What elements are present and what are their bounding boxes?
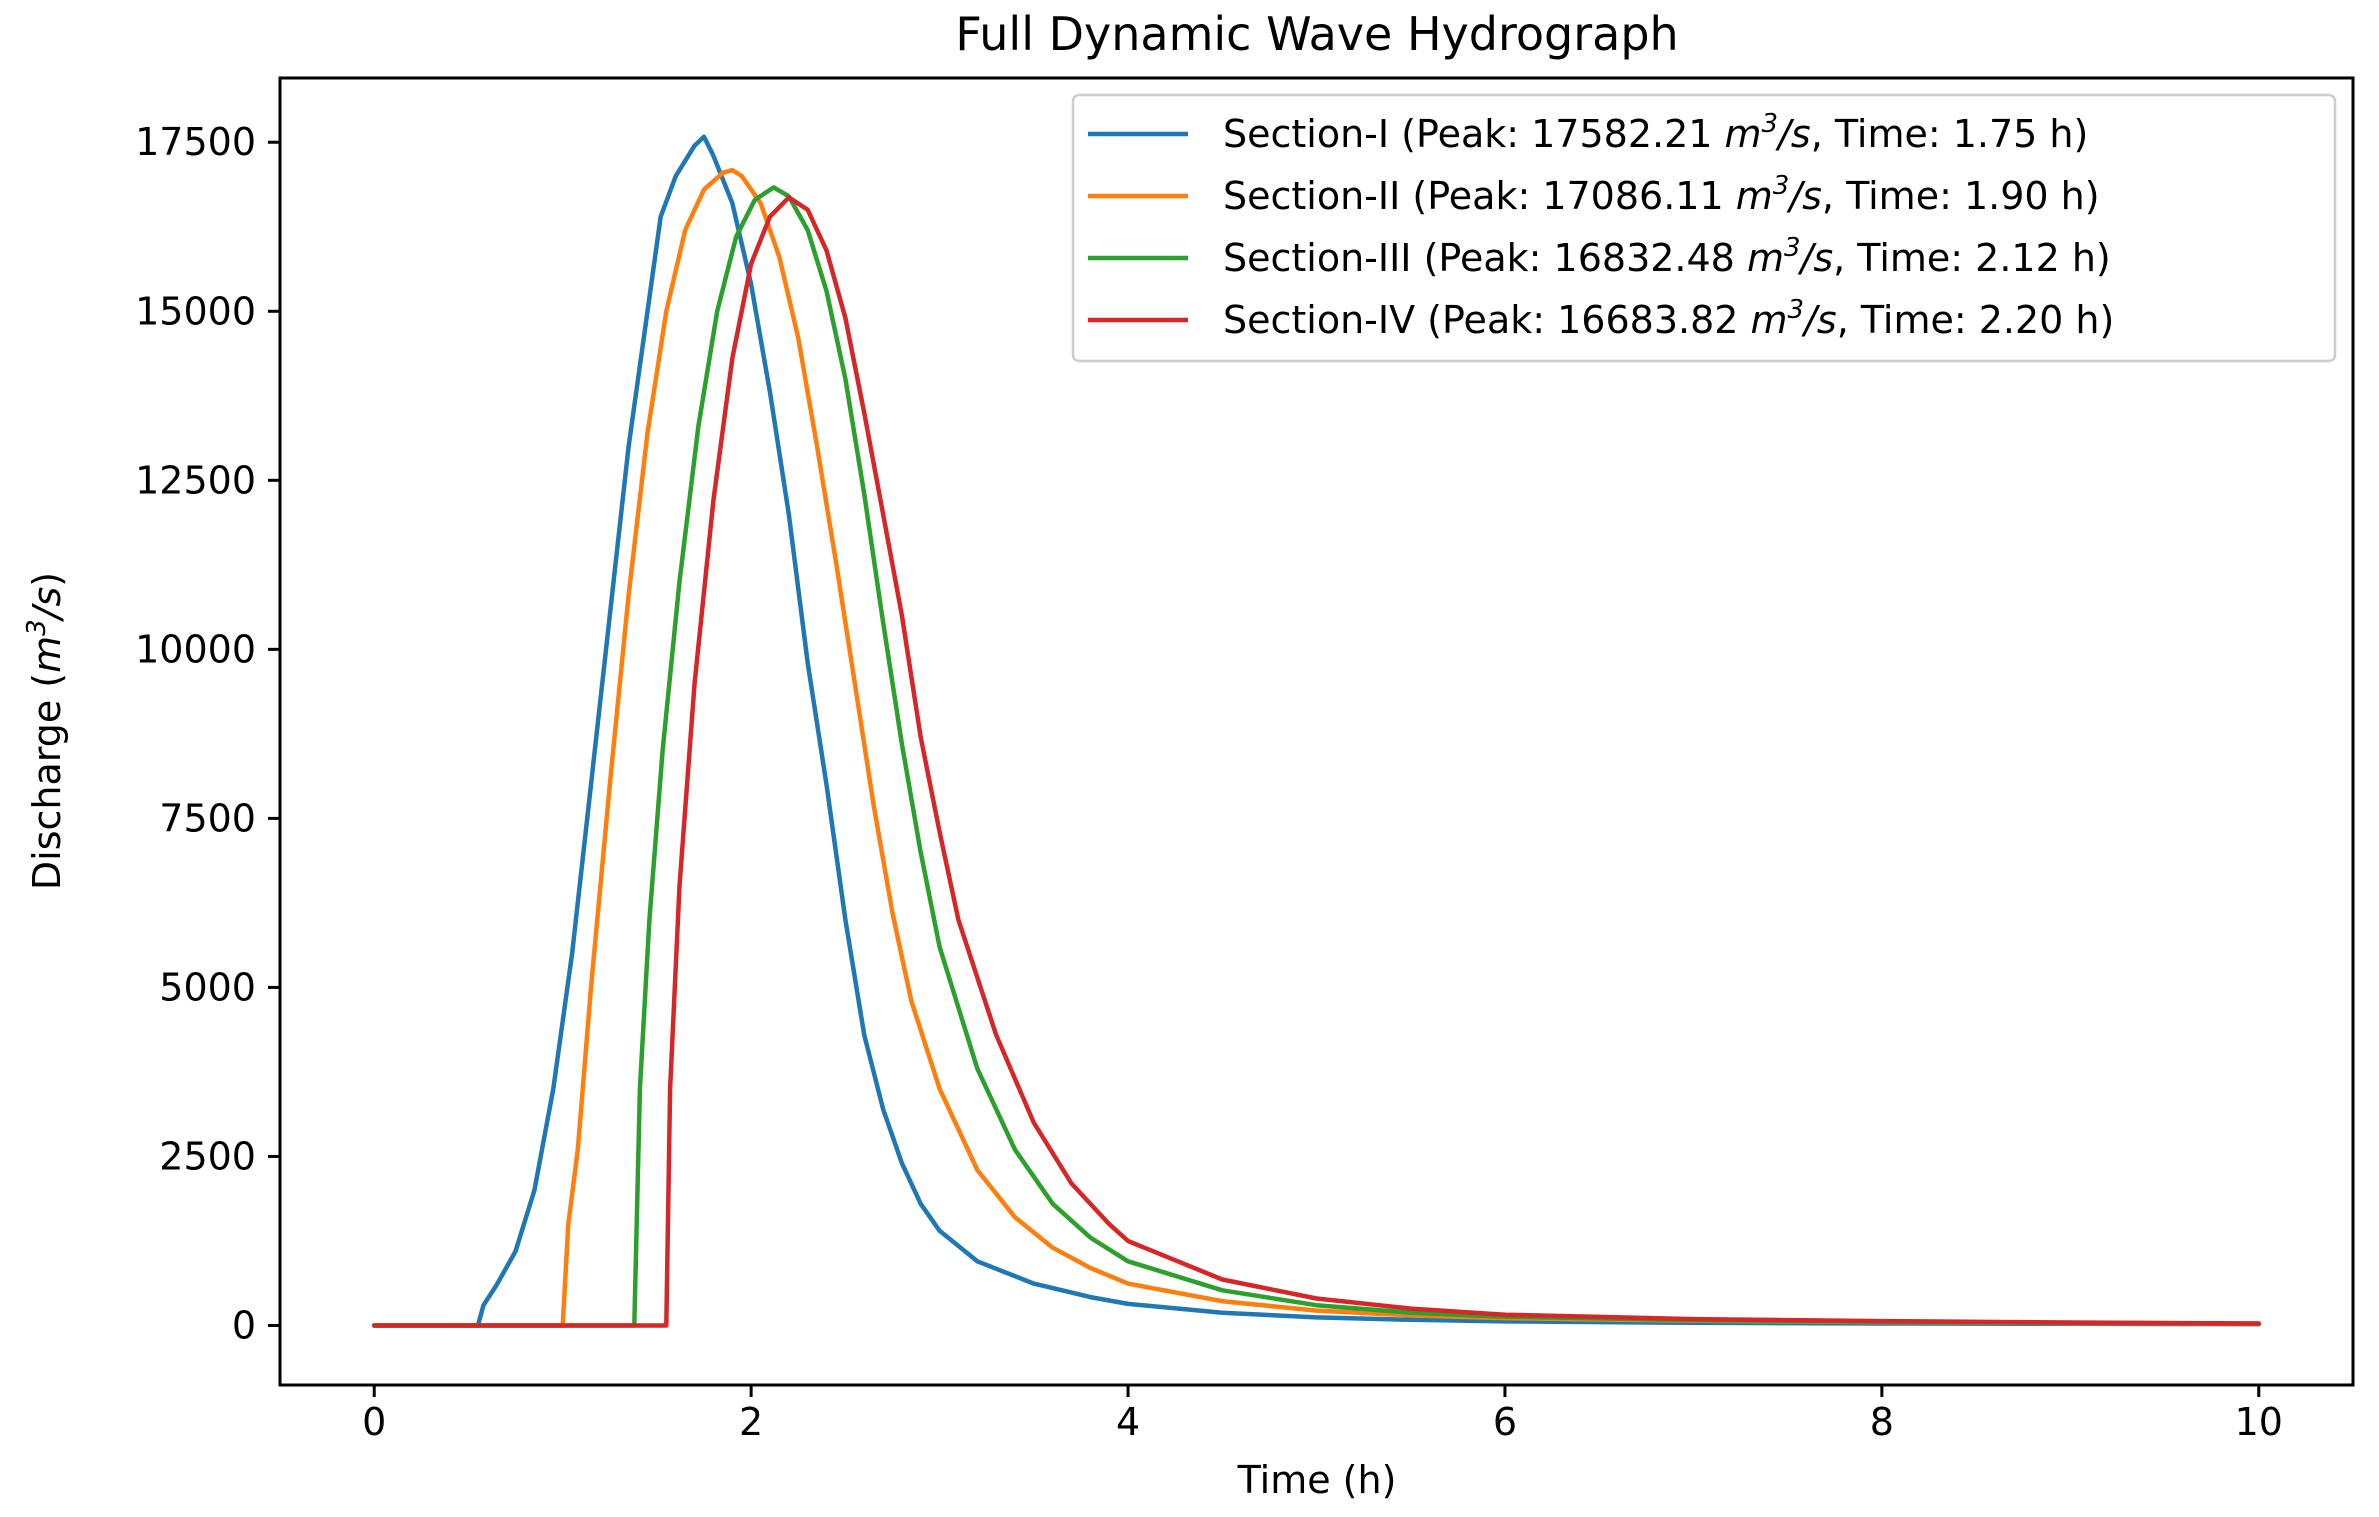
legend-label-3: Section-III (Peak: 16832.48 m3/s, Time: … [1223, 233, 2111, 280]
y-axis-label: Discharge (m3/s) [22, 572, 69, 890]
legend-unit-m: m [1751, 298, 1788, 342]
x-tick-label: 0 [362, 1400, 386, 1444]
legend-text: Section-I (Peak: 17582.21 [1223, 112, 1725, 156]
x-axis: 0 2 4 6 8 10 [362, 1385, 2283, 1444]
legend-unit-s: /s [1786, 174, 1822, 218]
y-tick-label: 15000 [135, 289, 256, 333]
legend-label-2: Section-II (Peak: 17086.11 m3/s, Time: 1… [1223, 171, 2100, 218]
legend-unit-m: m [1725, 112, 1762, 156]
legend: Section-I (Peak: 17582.21 m3/s, Time: 1.… [1071, 93, 2337, 363]
plot-area [371, 134, 2262, 1328]
y-axis-label-unit-m: m [25, 636, 69, 673]
x-tick-label: 4 [1116, 1400, 1140, 1444]
legend-unit-exp: 3 [1784, 233, 1801, 263]
x-tick-label: 6 [1493, 1400, 1517, 1444]
legend-unit-s: /s [1775, 112, 1811, 156]
chart-title: Full Dynamic Wave Hydrograph [955, 7, 1678, 61]
legend-label-4: Section-IV (Peak: 16683.82 m3/s, Time: 2… [1223, 295, 2114, 342]
legend-unit-s: /s [1798, 236, 1834, 280]
y-tick-label: 2500 [159, 1134, 256, 1178]
y-axis-label-suffix: ) [25, 572, 69, 587]
y-axis: 0 2500 5000 7500 10000 12500 15000 17500 [135, 120, 280, 1347]
y-tick-label: 17500 [135, 120, 256, 164]
legend-unit-exp: 3 [1788, 295, 1805, 325]
y-axis-label-prefix: Discharge ( [25, 673, 69, 890]
x-axis-label: Time (h) [1237, 1458, 1397, 1502]
x-tick-label: 10 [2235, 1400, 2283, 1444]
series-line-3 [371, 185, 2262, 1328]
legend-unit-s: /s [1801, 298, 1837, 342]
legend-unit-m: m [1736, 174, 1773, 218]
legend-text-tail: , Time: 2.12 h) [1833, 236, 2111, 280]
y-tick-label: 5000 [159, 965, 256, 1009]
x-tick-label: 2 [739, 1400, 763, 1444]
y-axis-label-unit-s: /s [25, 587, 69, 623]
legend-unit-m: m [1747, 236, 1784, 280]
series-line-1 [371, 134, 2262, 1328]
legend-label-1: Section-I (Peak: 17582.21 m3/s, Time: 1.… [1223, 109, 2088, 156]
legend-text: Section-II (Peak: 17086.11 [1223, 174, 1736, 218]
y-tick-label: 0 [232, 1303, 256, 1347]
legend-text-tail: , Time: 1.90 h) [1822, 174, 2100, 218]
legend-text: Section-IV (Peak: 16683.82 [1223, 298, 1751, 342]
plot-frame [278, 76, 2355, 1387]
legend-box [1071, 93, 2337, 363]
series-line-2 [371, 167, 2262, 1328]
y-axis-label-unit-exp: 3 [22, 619, 52, 636]
y-tick-label: 12500 [135, 458, 256, 502]
series-line-4 [371, 195, 2262, 1328]
legend-text-tail: , Time: 1.75 h) [1811, 112, 2089, 156]
legend-text-tail: , Time: 2.20 h) [1837, 298, 2115, 342]
legend-unit-exp: 3 [1773, 171, 1790, 201]
y-tick-label: 10000 [135, 627, 256, 671]
y-tick-label: 7500 [159, 796, 256, 840]
legend-unit-exp: 3 [1762, 109, 1779, 139]
x-tick-label: 8 [1870, 1400, 1894, 1444]
legend-text: Section-III (Peak: 16832.48 [1223, 236, 1747, 280]
